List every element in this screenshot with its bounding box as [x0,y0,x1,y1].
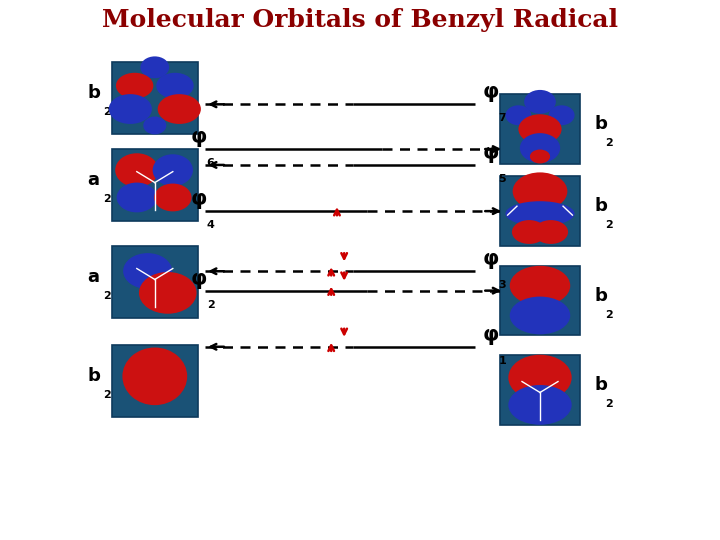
Text: 2: 2 [606,138,613,148]
Ellipse shape [510,296,570,334]
Text: 5: 5 [498,174,506,184]
Text: φ: φ [482,82,499,103]
Ellipse shape [154,184,192,211]
Text: Laboratory of Molecular Spectroscopy & Nano Materials, Pusan National University: Laboratory of Molecular Spectroscopy & N… [51,514,669,527]
Ellipse shape [123,253,172,289]
Text: b: b [594,376,607,394]
FancyBboxPatch shape [112,345,198,417]
Ellipse shape [549,105,575,125]
Text: 2: 2 [103,107,111,117]
FancyBboxPatch shape [500,177,580,246]
Text: b: b [87,367,100,385]
Ellipse shape [508,385,572,425]
Ellipse shape [512,220,546,244]
Text: b: b [87,84,100,102]
Text: 6: 6 [207,158,215,168]
Ellipse shape [518,114,562,144]
Ellipse shape [115,153,158,187]
Text: 3: 3 [498,280,506,290]
Ellipse shape [158,94,201,124]
FancyBboxPatch shape [112,62,198,134]
Text: φ: φ [191,127,207,147]
Text: φ: φ [482,249,499,269]
Text: b: b [594,287,607,305]
Ellipse shape [513,172,567,210]
Text: a: a [88,268,99,286]
Text: φ: φ [191,189,207,209]
FancyBboxPatch shape [500,266,580,335]
Text: 2: 2 [606,399,613,409]
Text: b: b [594,115,607,133]
Ellipse shape [116,73,153,99]
Text: 2: 2 [103,390,111,400]
FancyBboxPatch shape [500,355,580,425]
FancyBboxPatch shape [500,94,580,164]
Ellipse shape [505,201,575,226]
Ellipse shape [140,56,169,78]
Ellipse shape [530,150,550,164]
Text: 2: 2 [207,300,215,309]
Text: b: b [594,197,607,215]
FancyBboxPatch shape [112,149,198,221]
Ellipse shape [122,348,187,405]
Text: 2: 2 [103,194,111,204]
Text: a: a [88,171,99,189]
Ellipse shape [109,94,152,124]
Ellipse shape [508,355,572,401]
Text: φ: φ [482,325,499,345]
Text: φ: φ [482,143,499,163]
Ellipse shape [520,133,560,163]
Text: 2: 2 [606,309,613,320]
Text: 1: 1 [498,356,506,366]
Ellipse shape [117,183,157,212]
Text: 2: 2 [606,220,613,230]
Ellipse shape [153,154,193,186]
Text: 2: 2 [103,291,111,301]
Text: φ: φ [191,268,207,289]
Ellipse shape [505,105,531,125]
Ellipse shape [510,266,570,306]
Ellipse shape [524,90,556,114]
Text: Molecular Orbitals of Benzyl Radical: Molecular Orbitals of Benzyl Radical [102,8,618,32]
Text: 4: 4 [207,220,215,230]
Text: 7: 7 [498,113,506,123]
Ellipse shape [139,272,197,314]
Ellipse shape [143,117,166,134]
Ellipse shape [156,73,194,99]
FancyBboxPatch shape [112,246,198,318]
Ellipse shape [534,220,568,244]
